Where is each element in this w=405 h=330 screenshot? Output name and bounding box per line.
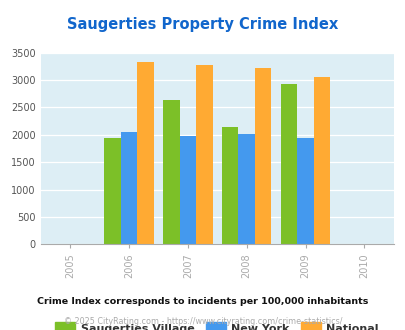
Bar (120, 132, 137, 244)
Bar (196, 65, 212, 244)
Text: © 2025 CityRating.com - https://www.cityrating.com/crime-statistics/: © 2025 CityRating.com - https://www.city… (64, 317, 341, 326)
Bar (280, 84, 296, 244)
Bar (104, 138, 120, 244)
Bar (296, 138, 313, 244)
Bar (163, 100, 179, 244)
Text: Saugerties Property Crime Index: Saugerties Property Crime Index (67, 17, 338, 32)
Text: Crime Index corresponds to incidents per 100,000 inhabitants: Crime Index corresponds to incidents per… (37, 297, 368, 307)
Bar (313, 78, 329, 244)
Bar (137, 62, 153, 244)
Legend: Saugerties Village, New York, National: Saugerties Village, New York, National (55, 322, 378, 330)
Bar (238, 134, 254, 244)
Bar (254, 68, 271, 244)
Bar (179, 136, 196, 244)
Bar (222, 127, 238, 244)
